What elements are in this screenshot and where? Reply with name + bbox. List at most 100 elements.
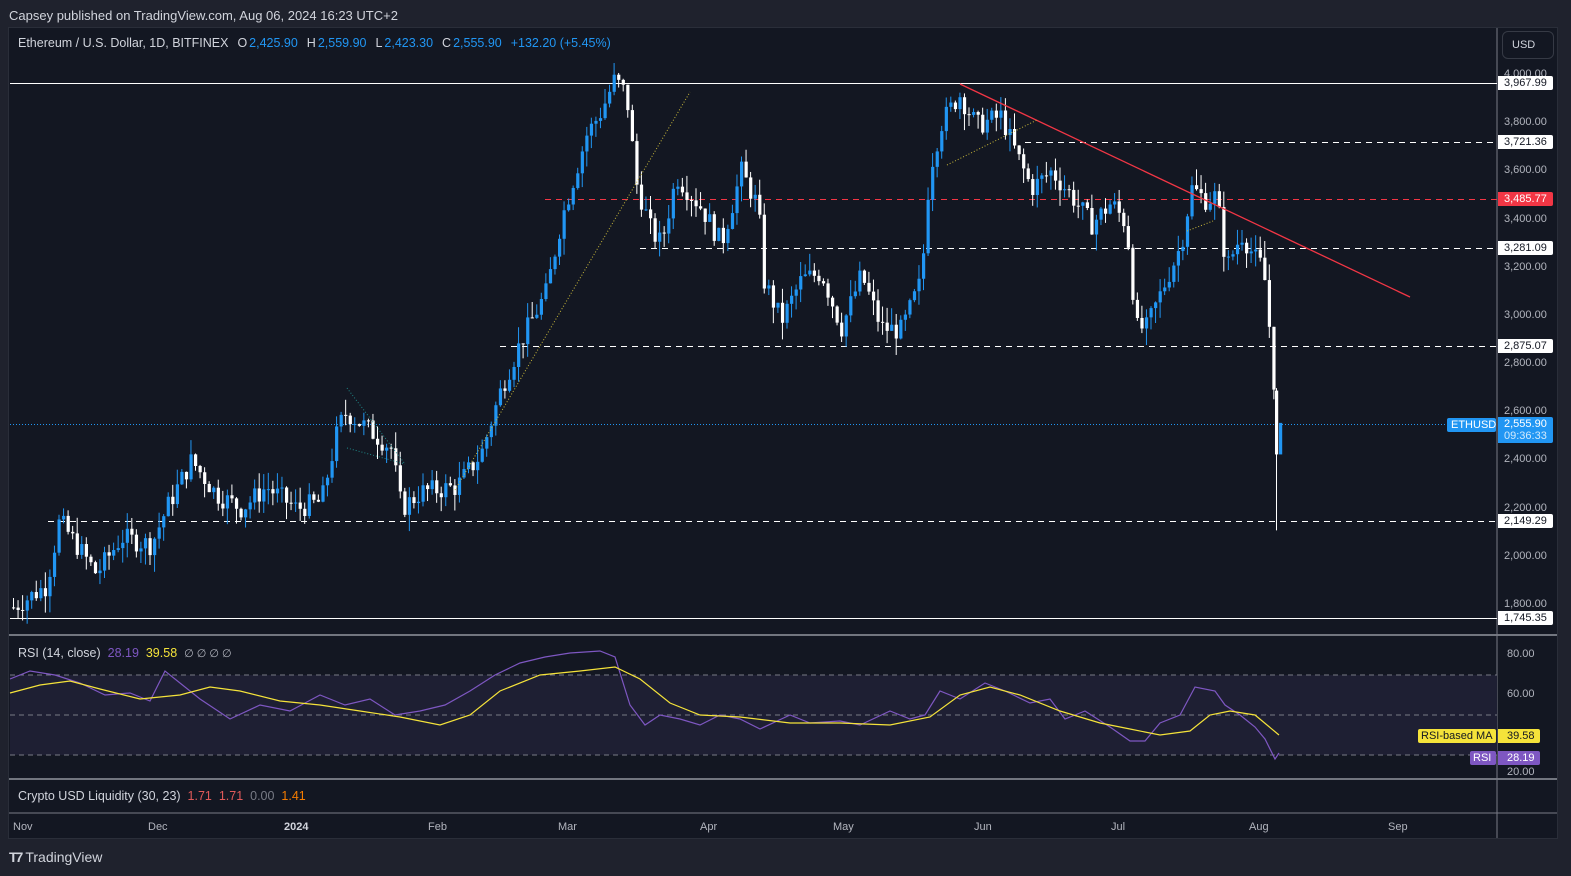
candle <box>1126 226 1130 248</box>
symbol-legend[interactable]: Ethereum / U.S. Dollar, 1D, BITFINEX O 2,… <box>18 36 613 50</box>
candle <box>835 306 839 323</box>
candle <box>1226 256 1231 258</box>
candle <box>594 120 598 124</box>
candle <box>457 477 462 495</box>
candle <box>1185 216 1190 247</box>
tradingview-brand[interactable]: T7 TradingView <box>9 849 102 865</box>
candle <box>1013 129 1017 146</box>
currency-button[interactable]: USD <box>1502 31 1554 59</box>
candle <box>230 495 234 499</box>
price-tick: 3,000.00 <box>1504 308 1547 321</box>
candle <box>694 200 698 207</box>
candle <box>307 494 311 516</box>
candle <box>485 437 489 449</box>
candle <box>1204 193 1208 210</box>
candle <box>25 600 29 611</box>
candle <box>917 278 921 292</box>
candle <box>116 548 120 551</box>
candle <box>321 485 325 502</box>
candle <box>1144 317 1149 329</box>
candle <box>1254 249 1258 252</box>
rsi-line <box>9 650 1280 761</box>
time-tick: Mar <box>558 821 577 833</box>
candle <box>576 173 580 188</box>
candle <box>380 444 384 451</box>
candle <box>130 528 134 535</box>
candle <box>589 123 594 136</box>
liquidity-v2: 1.71 <box>218 789 244 803</box>
candle <box>480 448 484 462</box>
candle <box>753 194 757 199</box>
candle <box>189 454 193 480</box>
liquidity-legend[interactable]: Crypto USD Liquidity (30, 23) 1.71 1.71 … <box>18 789 306 803</box>
publish-info: Capsey published on TradingView.com, Aug… <box>9 8 398 23</box>
candle <box>1172 265 1176 282</box>
candle <box>1140 317 1144 329</box>
candle <box>507 379 512 391</box>
candle <box>98 570 102 574</box>
time-tick: Feb <box>428 821 447 833</box>
close-label: C <box>442 36 452 50</box>
candle <box>1235 244 1240 255</box>
candle <box>280 487 284 489</box>
candle <box>448 483 452 486</box>
candle <box>749 177 753 199</box>
candle <box>426 485 430 490</box>
candle <box>498 388 503 406</box>
candle <box>712 214 716 241</box>
candle <box>881 321 885 323</box>
candle <box>316 499 321 502</box>
rsi-extra-values: ∅ ∅ ∅ ∅ <box>184 648 232 660</box>
candle <box>817 275 821 282</box>
candle <box>298 502 302 509</box>
candle <box>1003 110 1008 136</box>
candle <box>21 609 25 611</box>
candle <box>435 480 439 494</box>
rsi-ma-line <box>9 666 1280 736</box>
candle <box>221 503 225 509</box>
candle <box>1072 189 1076 206</box>
candle <box>80 544 84 555</box>
candle <box>812 270 816 276</box>
candle <box>962 97 967 115</box>
price-tick: 1,800.00 <box>1504 598 1547 610</box>
candle <box>903 314 907 320</box>
liquidity-v3: 0.00 <box>250 789 275 803</box>
rsi-title: RSI (14, close) <box>18 646 101 660</box>
candle <box>935 151 939 167</box>
rsi-ma-tag-label: RSI-based MA <box>1418 729 1496 743</box>
candle <box>826 283 830 298</box>
support-trendline <box>454 91 691 491</box>
candle <box>567 204 571 211</box>
candle <box>34 592 38 599</box>
candle <box>608 91 612 104</box>
candle <box>808 270 812 275</box>
rsi-legend[interactable]: RSI (14, close) 28.19 39.58 ∅ ∅ ∅ ∅ <box>18 646 232 660</box>
last-price: 2,555.90 <box>1504 418 1547 430</box>
candle <box>644 209 648 211</box>
candle <box>162 516 166 528</box>
candle <box>1213 191 1217 204</box>
candle <box>544 283 548 300</box>
price-tick: 3,800.00 <box>1504 116 1547 129</box>
candle <box>535 314 539 318</box>
close-value: 2,555.90 <box>453 36 502 50</box>
candle <box>175 484 179 505</box>
candle <box>1231 254 1235 257</box>
candle <box>344 414 348 416</box>
candle <box>821 281 826 284</box>
candle <box>157 527 161 539</box>
candle <box>717 227 721 241</box>
candle <box>744 161 748 178</box>
candle <box>1131 247 1135 300</box>
candle <box>612 74 616 92</box>
candle <box>48 576 52 597</box>
candle <box>1067 189 1071 191</box>
candle <box>785 303 789 323</box>
candle <box>125 528 129 543</box>
candle <box>248 502 252 510</box>
candle <box>1031 179 1035 196</box>
candle <box>858 270 862 292</box>
open-label: O <box>237 36 248 50</box>
